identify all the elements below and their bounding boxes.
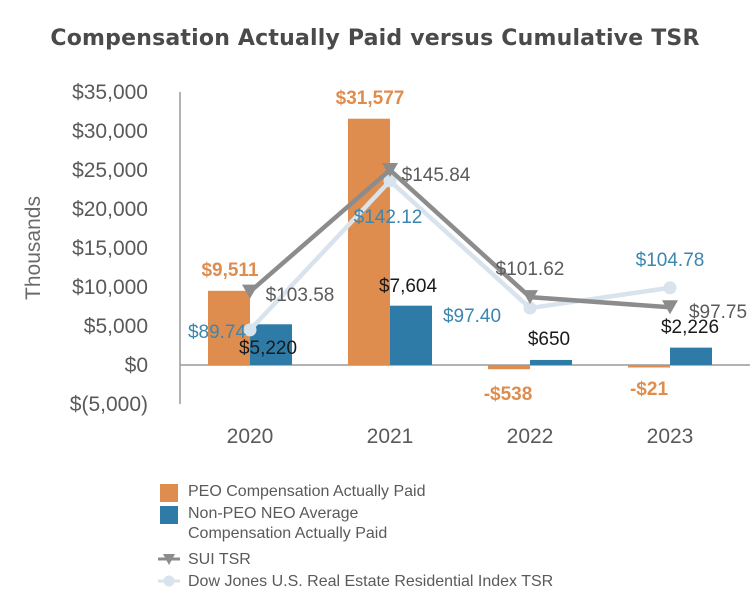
data-label-dj-tsr: $89.74 (188, 322, 247, 343)
legend-label-neo-cap: Non-PEO NEO Average Compensation Actuall… (188, 505, 388, 542)
data-label-dj-tsr: $142.12 (354, 207, 423, 228)
x-tick-label: 2020 (227, 425, 274, 448)
marker-sui-tsr (382, 163, 398, 177)
bar-neo-cap (390, 305, 432, 365)
legend: PEO Compensation Actually Paid Non-PEO N… (158, 482, 608, 594)
bar-peo-cap (628, 365, 670, 368)
y-tick-label: $35,000 (72, 81, 148, 104)
data-label-dj-tsr: $97.40 (443, 306, 501, 327)
legend-swatch-dj-tsr (158, 572, 180, 590)
line-sui-tsr (248, 167, 671, 310)
marker-dj-tsr (663, 281, 677, 295)
line-dj-tsr (248, 178, 671, 332)
data-label-sui-tsr: $145.84 (402, 165, 471, 186)
legend-label-dj-tsr: Dow Jones U.S. Real Estate Residential I… (188, 573, 554, 590)
data-label-dj-tsr: $104.78 (636, 250, 705, 271)
legend-item-sui-tsr: SUI TSR (158, 550, 608, 572)
legend-swatch-peo-cap (158, 482, 180, 502)
data-label-sui-tsr: $101.62 (496, 259, 565, 280)
y-tick-label: $5,000 (84, 315, 148, 338)
bar-peo-cap (488, 365, 530, 370)
data-label-neo-cap: $650 (528, 329, 570, 350)
data-label-peo-cap: $31,577 (336, 88, 405, 109)
data-label-sui-tsr: $97.75 (689, 302, 747, 323)
y-tick-label: $(5,000) (70, 393, 148, 416)
x-tick-label: 2023 (647, 425, 694, 448)
data-label-neo-cap: $5,220 (239, 338, 297, 359)
y-tick-label: $15,000 (72, 237, 148, 260)
marker-sui-tsr (522, 290, 538, 305)
y-tick-label: $30,000 (72, 120, 148, 143)
chart-title: Compensation Actually Paid versus Cumula… (50, 26, 700, 51)
bar-neo-cap (670, 347, 712, 365)
legend-swatch-neo-cap (158, 504, 180, 524)
y-tick-label: $20,000 (72, 198, 148, 221)
data-label-peo-cap: -$21 (630, 379, 668, 400)
data-label-peo-cap: $9,511 (201, 260, 258, 281)
marker-dj-tsr (383, 174, 397, 188)
y-tick-label: $0 (125, 354, 148, 377)
y-tick-label: $10,000 (72, 276, 148, 299)
marker-dj-tsr (243, 323, 257, 337)
data-label-neo-cap: $2,226 (661, 317, 719, 338)
data-label-peo-cap: -$538 (484, 384, 533, 405)
marker-dj-tsr (523, 301, 537, 315)
data-label-sui-tsr: $103.58 (266, 285, 335, 306)
legend-item-peo-cap: PEO Compensation Actually Paid (158, 482, 608, 504)
legend-swatch-sui-tsr (158, 550, 180, 568)
bar-peo-cap (208, 290, 250, 365)
y-tick-label: $25,000 (72, 159, 148, 182)
marker-sui-tsr (242, 284, 258, 299)
marker-sui-tsr (662, 300, 678, 315)
bar-neo-cap (250, 324, 292, 365)
bar-neo-cap (530, 359, 572, 365)
data-label-neo-cap: $7,604 (379, 276, 438, 297)
y-axis-title: Thousands (22, 196, 45, 300)
legend-item-neo-cap: Non-PEO NEO Average Compensation Actuall… (158, 504, 608, 550)
x-tick-label: 2022 (507, 425, 554, 448)
legend-item-dj-tsr: Dow Jones U.S. Real Estate Residential I… (158, 572, 608, 594)
legend-label-peo-cap: PEO Compensation Actually Paid (188, 483, 426, 500)
legend-label-sui-tsr: SUI TSR (188, 551, 251, 568)
x-tick-label: 2021 (367, 425, 414, 448)
bar-peo-cap (348, 118, 390, 365)
